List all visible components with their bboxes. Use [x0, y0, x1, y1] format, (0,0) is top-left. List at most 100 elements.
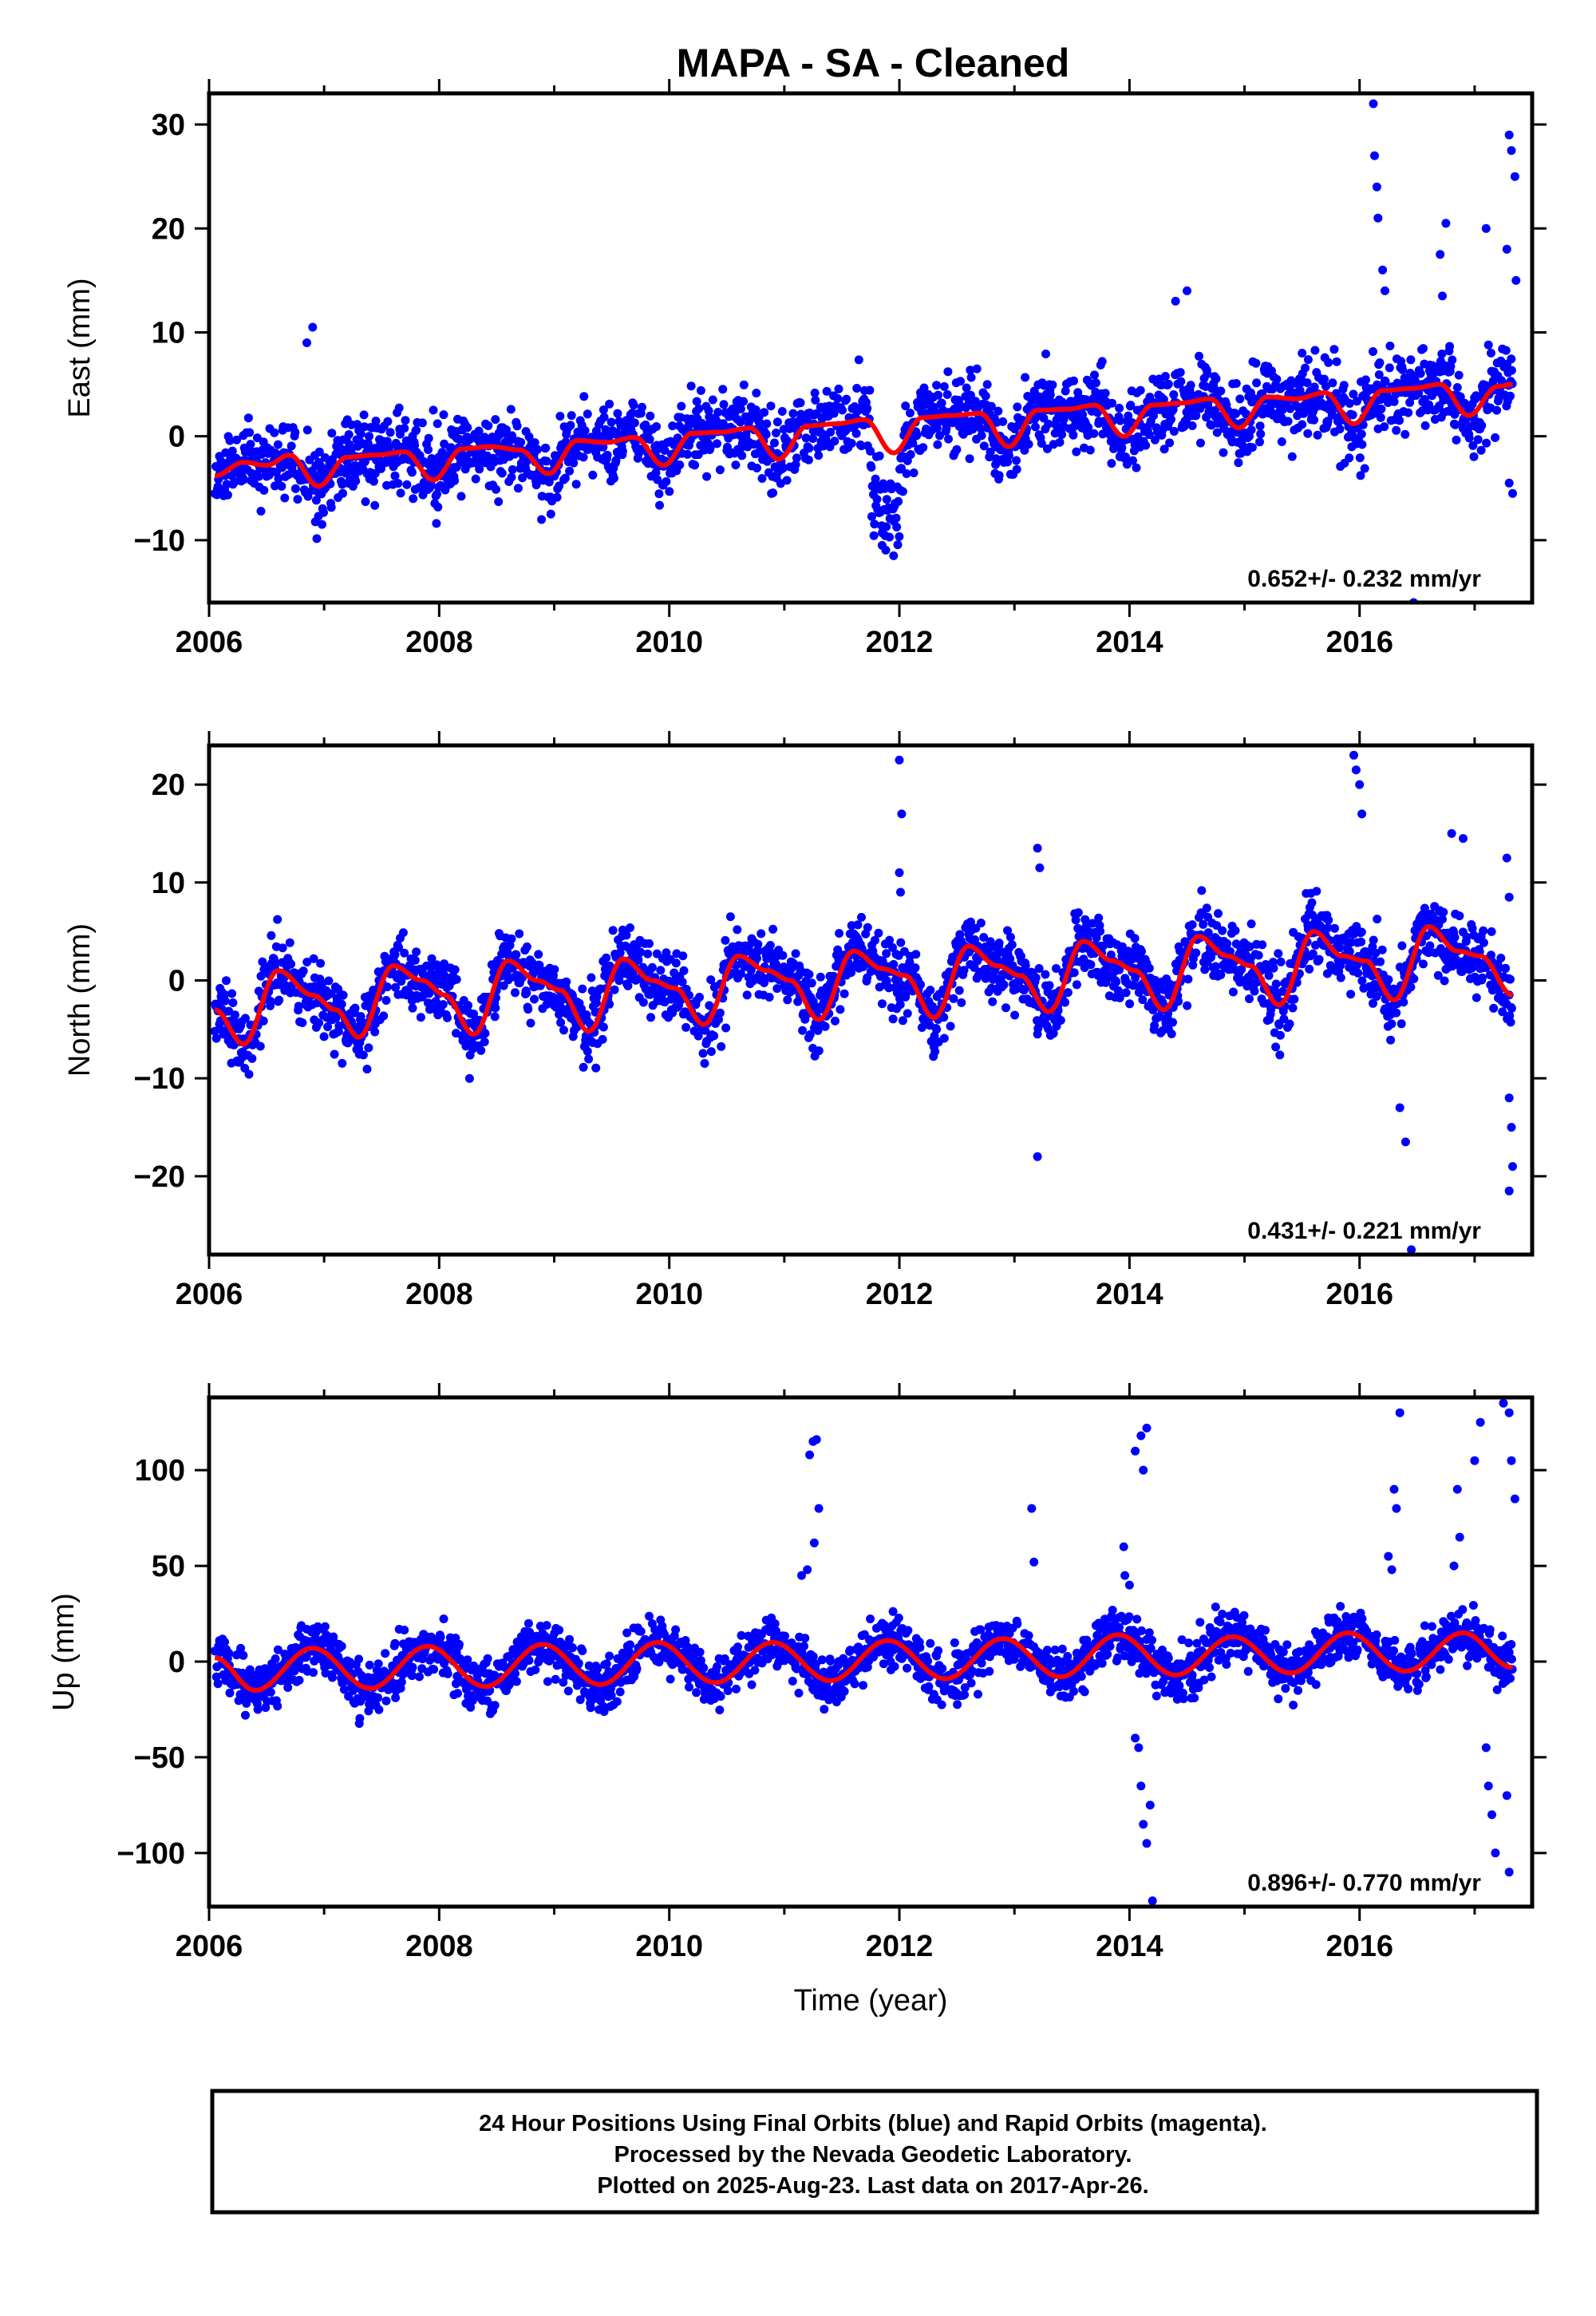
east-data-point	[475, 464, 484, 474]
north-xtick-label: 2010	[635, 1278, 703, 1311]
east-data-point	[1492, 405, 1502, 415]
north-data-point	[839, 989, 849, 998]
east-rate-label: 0.652+/- 0.232 mm/yr	[1247, 566, 1481, 592]
east-xtick-label: 2010	[635, 626, 703, 659]
north-data-point	[302, 958, 312, 966]
east-data-point	[1191, 411, 1201, 421]
east-data-point	[227, 446, 237, 456]
east-data-point	[757, 474, 767, 483]
north-data-point	[695, 993, 704, 1002]
north-data-point	[709, 1031, 719, 1041]
east-data-point	[919, 383, 929, 393]
north-data-point	[698, 1049, 708, 1058]
east-data-point	[1108, 398, 1116, 408]
east-data-point	[731, 460, 741, 470]
east-data-point	[1235, 394, 1245, 404]
east-outlier-point	[1508, 488, 1517, 498]
east-data-point	[439, 410, 448, 420]
east-data-point	[293, 495, 302, 504]
east-data-point	[513, 484, 523, 493]
east-ytick-label: 20	[152, 212, 185, 246]
east-data-point	[1303, 429, 1313, 438]
north-data-point	[895, 1000, 905, 1010]
north-data-point	[210, 1026, 219, 1036]
east-data-point	[580, 426, 590, 435]
east-data-point	[319, 508, 328, 517]
east-data-point	[1195, 351, 1203, 361]
up-data-point	[373, 1693, 383, 1702]
north-data-point	[1069, 968, 1079, 978]
north-data-point	[1218, 926, 1227, 935]
east-data-point	[1452, 383, 1462, 392]
east-outlier-point	[1504, 130, 1514, 140]
north-data-point	[1041, 970, 1050, 979]
north-data-point	[1144, 963, 1154, 973]
east-data-point	[842, 394, 851, 404]
north-data-point	[364, 1043, 373, 1053]
east-data-point	[851, 429, 861, 438]
east-data-point	[560, 473, 570, 483]
north-data-point	[579, 1062, 588, 1072]
east-data-point	[893, 540, 903, 550]
east-data-point	[906, 450, 915, 459]
east-data-point	[1169, 427, 1179, 436]
east-data-point	[1255, 421, 1265, 431]
north-data-point	[957, 998, 966, 1007]
north-data-point	[1373, 915, 1382, 924]
east-data-point	[1469, 452, 1479, 461]
north-data-point	[721, 935, 730, 945]
east-data-point	[752, 389, 761, 397]
north-data-point	[1336, 973, 1345, 982]
north-outlier-point	[1357, 809, 1367, 819]
east-data-point	[1238, 441, 1247, 450]
north-data-point	[1264, 970, 1274, 980]
east-data-point	[772, 429, 780, 437]
east-data-point	[290, 428, 300, 437]
east-data-point	[1126, 401, 1136, 410]
north-data-point	[266, 997, 275, 1006]
north-data-point	[1384, 975, 1393, 984]
east-data-point	[1003, 457, 1012, 467]
north-outlier-point	[1033, 1152, 1042, 1161]
north-data-point	[275, 995, 284, 1005]
east-data-point	[1468, 441, 1478, 450]
east-ytick-label: −10	[134, 524, 185, 558]
east-data-point	[830, 437, 839, 446]
east-data-point	[1360, 464, 1369, 473]
north-data-point	[1305, 964, 1314, 974]
east-data-point	[810, 388, 820, 397]
east-data-point	[866, 446, 875, 456]
north-data-point	[757, 929, 766, 939]
east-data-point	[1069, 376, 1078, 385]
north-data-point	[1271, 1042, 1281, 1052]
east-outlier-point	[1441, 219, 1451, 228]
north-data-point	[556, 1018, 566, 1027]
east-data-point	[1216, 386, 1226, 396]
up-data-point	[213, 1679, 223, 1689]
north-data-point	[1314, 954, 1324, 964]
north-data-point	[285, 938, 294, 947]
east-data-point	[1374, 370, 1384, 379]
east-data-point	[280, 493, 290, 503]
east-data-point	[1251, 358, 1261, 368]
east-data-point	[1061, 386, 1070, 396]
north-data-point	[725, 912, 735, 922]
north-data-point	[231, 1010, 239, 1020]
east-data-point	[986, 401, 996, 411]
north-data-point	[1254, 951, 1263, 960]
north-data-point	[476, 1045, 486, 1055]
east-data-point	[1219, 448, 1228, 457]
east-data-point	[530, 438, 539, 448]
north-data-point	[271, 959, 280, 969]
east-data-point	[312, 534, 322, 543]
north-data-point	[1440, 976, 1449, 986]
north-data-point	[1246, 919, 1256, 929]
east-data-point	[1473, 435, 1483, 445]
north-panel: 2006 2008 2010 2012 2014 2016−20−1001020North…	[63, 731, 1547, 1311]
east-data-point	[243, 413, 253, 423]
up-data-point	[241, 1710, 250, 1720]
east-outlier-point	[302, 338, 311, 347]
north-data-point	[1479, 926, 1488, 935]
east-xtick-label: 2006	[176, 626, 243, 659]
